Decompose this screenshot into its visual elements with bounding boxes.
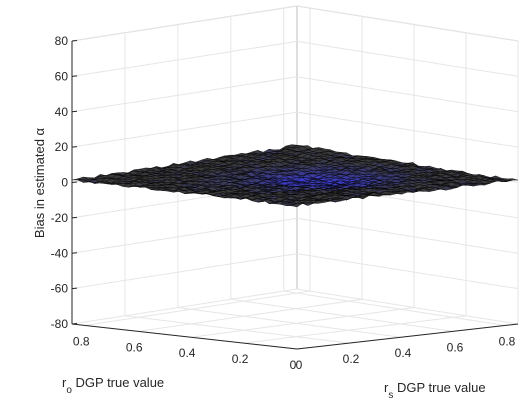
z-tick-mark [71, 40, 78, 42]
surface-patch [290, 203, 304, 208]
z-tick-mark [71, 323, 78, 325]
z-tick-label: 40 [55, 105, 69, 119]
surface-patch [302, 202, 314, 206]
z-tick-label: -40 [51, 246, 69, 260]
x-gridline [230, 16, 454, 332]
y-axis-label: ro DGP true value [62, 375, 164, 396]
x-axis-line [296, 323, 519, 350]
z-tick-mark [71, 146, 78, 148]
z-tick-label: 80 [55, 34, 69, 48]
z-tick-mark [71, 216, 78, 219]
z-gridline [71, 288, 519, 325]
y-tick-label: 0.8 [73, 334, 90, 348]
z-tick-label: -20 [51, 211, 69, 225]
y-gridline [138, 16, 363, 332]
z-gridline [71, 111, 519, 148]
z-tick-labels: 80 60 40 20 0 -20 -40 -60 -80 [51, 34, 78, 331]
z-gridline [71, 253, 519, 290]
y-gridline [243, 32, 467, 344]
y-tick-label: 0.4 [179, 346, 196, 360]
z-tick-mark [71, 110, 78, 113]
x-tick-label: 0.8 [499, 334, 516, 348]
x-tick-label: 0.4 [395, 346, 412, 360]
wall-top-edge [71, 5, 519, 42]
z-gridline [71, 40, 519, 77]
z-gridline [71, 217, 519, 254]
x-tick-label: 0 [296, 358, 303, 372]
z-tick-mark [71, 181, 78, 183]
z-tick-label: -80 [51, 317, 69, 331]
y-tick-label: 0 [290, 358, 297, 372]
z-axis-label: Bias in estimated α [32, 127, 47, 238]
surface-mesh [71, 144, 519, 208]
y-tick-label: 0.6 [126, 340, 143, 354]
x-gridline [177, 24, 402, 338]
x-gridline [124, 32, 350, 344]
z-gridline [71, 76, 519, 113]
z-tick-label: 0 [61, 176, 68, 190]
z-tick-label: -60 [51, 282, 69, 296]
z-tick-mark [71, 75, 78, 77]
x-gridline [283, 8, 506, 326]
y-axis-line [71, 323, 298, 350]
x-axis-label: rs DGP true value [384, 380, 486, 401]
x-tick-label: 0.2 [343, 352, 360, 366]
z-tick-label: 60 [55, 69, 69, 83]
z-tick-mark [71, 252, 78, 254]
z-tick-label: 20 [55, 140, 69, 154]
x-tick-labels: 0 0.2 0.4 0.6 0.8 [296, 334, 516, 372]
x-tick-label: 0.6 [447, 340, 464, 354]
y-gridline [85, 8, 311, 326]
y-gridline [191, 24, 415, 338]
z-gridline [71, 5, 519, 42]
z-tick-mark [71, 287, 78, 290]
y-tick-labels: 0 0.2 0.4 0.6 0.8 [73, 334, 297, 372]
y-tick-label: 0.2 [232, 352, 249, 366]
